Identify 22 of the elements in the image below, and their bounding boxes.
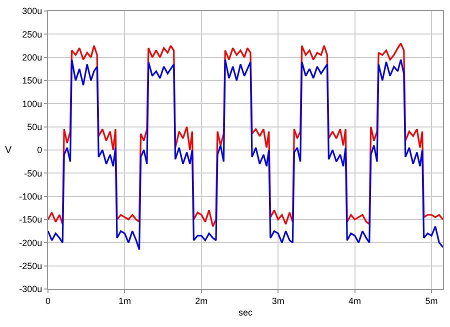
- y-tick-label: 200u: [22, 52, 42, 62]
- y-tick-label: 250u: [22, 29, 42, 40]
- y-tick-label: -200u: [19, 238, 42, 248]
- y-tick-label: 300u: [22, 6, 42, 16]
- y-tick-label: 50u: [27, 122, 42, 132]
- line-series: [48, 58, 443, 250]
- x-tick-label: 5m: [425, 296, 438, 306]
- y-tick-label: -50u: [24, 168, 42, 178]
- x-tick-label: 0: [45, 296, 51, 306]
- x-tick-label: 1m: [118, 296, 131, 306]
- y-tick-label: 150u: [22, 76, 42, 86]
- y-tick-label: -100u: [19, 191, 42, 202]
- y-tick-label: -150u: [19, 214, 42, 225]
- y-tick-label: -300u: [19, 284, 42, 294]
- x-tick-label: 3m: [272, 296, 284, 306]
- y-tick-label: 100u: [22, 98, 42, 109]
- y-axis-title: V: [5, 145, 12, 156]
- y-tick-label: -250u: [19, 260, 42, 271]
- y-tick-label: 0: [37, 145, 42, 156]
- x-axis-title: sec: [238, 308, 253, 318]
- x-tick-label: 2m: [195, 296, 208, 306]
- x-tick-label: 4m: [348, 296, 362, 306]
